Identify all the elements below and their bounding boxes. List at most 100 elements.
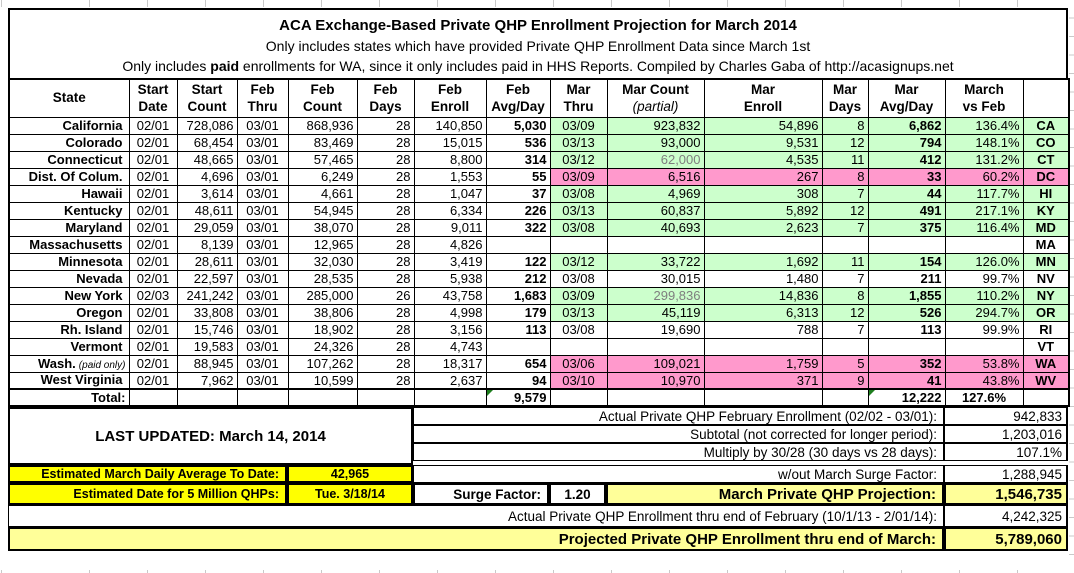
cell-feb-thru: 03/01 xyxy=(236,337,289,356)
cell-mar-vs-feb: 217.1% xyxy=(944,201,1024,220)
cell-mar-avg: 44 xyxy=(867,184,946,203)
cell-mar-days: 8 xyxy=(821,167,869,186)
cell-mar-thru: 03/13 xyxy=(549,133,608,152)
cell-feb-enroll: 9,011 xyxy=(413,218,487,237)
total-mar-vs-feb: 127.6% xyxy=(944,388,1024,407)
cell-mar-enroll: 371 xyxy=(703,371,823,390)
cell-mar-days xyxy=(821,337,869,356)
cell-feb-thru: 03/01 xyxy=(236,320,289,339)
cell-mar-thru: 03/10 xyxy=(549,371,608,390)
cell-feb-count: 107,262 xyxy=(287,354,358,373)
cell-mar-thru: 03/08 xyxy=(549,269,608,288)
col-header-start-date: Start Date xyxy=(128,78,178,118)
cell-mar-thru: 03/12 xyxy=(549,252,608,271)
state-row: Massachusetts 02/01 8,139 03/01 12,965 2… xyxy=(8,235,1070,254)
table-header-row: State Start Date Start Count Feb Thru Feb Co… xyxy=(8,78,1070,118)
cell-mar-days: 8 xyxy=(821,286,869,305)
cell-start-date: 02/01 xyxy=(128,337,178,356)
cell-feb-thru: 03/01 xyxy=(236,133,289,152)
cell-start-count: 728,086 xyxy=(176,116,238,135)
cell-mar-avg: 211 xyxy=(867,269,946,288)
cell-mar-avg: 412 xyxy=(867,150,946,169)
cell-feb-enroll: 18,317 xyxy=(413,354,487,373)
subtotal-row: Subtotal (not corrected for longer perio… xyxy=(413,425,1068,443)
cell-mar-count: 45,119 xyxy=(606,303,705,322)
cell-start-date: 02/01 xyxy=(128,320,178,339)
cell-feb-days: 28 xyxy=(356,184,415,203)
cell-mar-avg: 1,855 xyxy=(867,286,946,305)
cell-feb-days: 28 xyxy=(356,167,415,186)
cell-feb-thru: 03/01 xyxy=(236,269,289,288)
cell-mar-thru: 03/06 xyxy=(549,354,608,373)
cell-feb-count: 38,806 xyxy=(287,303,358,322)
march-projection-value: 1,546,735 xyxy=(944,483,1068,505)
surge-factor-value: 1.20 xyxy=(549,483,606,505)
cell-state-abbr: HI xyxy=(1022,184,1070,203)
page-title: ACA Exchange-Based Private QHP Enrollmen… xyxy=(279,17,797,34)
cell-feb-avg: 37 xyxy=(485,184,551,203)
five-million-value: Tue. 3/18/14 xyxy=(287,483,413,505)
cell-mar-enroll: 788 xyxy=(703,320,823,339)
cell-feb-count: 12,965 xyxy=(287,235,358,254)
cell-feb-days: 28 xyxy=(356,252,415,271)
cell-feb-thru: 03/01 xyxy=(236,235,289,254)
feb-actual-label: Actual Private QHP February Enrollment (… xyxy=(413,407,944,425)
cell-feb-enroll: 1,553 xyxy=(413,167,487,186)
cell-mar-count: 19,690 xyxy=(606,320,705,339)
cell-mar-enroll: 308 xyxy=(703,184,823,203)
worksheet: ACA Exchange-Based Private QHP Enrollmen… xyxy=(8,8,1070,551)
cell-state: Connecticut xyxy=(8,150,130,169)
cell-mar-days: 11 xyxy=(821,150,869,169)
cell-state-abbr: CT xyxy=(1022,150,1070,169)
title-box: ACA Exchange-Based Private QHP Enrollmen… xyxy=(8,8,1068,78)
cell-start-date: 02/01 xyxy=(128,201,178,220)
cell-start-count: 241,242 xyxy=(176,286,238,305)
projected-thru-march-value: 5,789,060 xyxy=(944,527,1068,551)
cell-feb-avg: 322 xyxy=(485,218,551,237)
cell-mar-avg: 375 xyxy=(867,218,946,237)
cell-state-abbr: CA xyxy=(1022,116,1070,135)
state-row: Dist. Of Colum. 02/01 4,696 03/01 6,249 … xyxy=(8,167,1070,186)
cell-mar-vs-feb: 131.2% xyxy=(944,150,1024,169)
state-row: Oregon 02/01 33,808 03/01 38,806 28 4,99… xyxy=(8,303,1070,322)
cell-start-count: 29,059 xyxy=(176,218,238,237)
cell-state: Dist. Of Colum. xyxy=(8,167,130,186)
col-header-abbr xyxy=(1022,78,1070,118)
cell-mar-enroll: 6,313 xyxy=(703,303,823,322)
cell-state-abbr: WV xyxy=(1022,371,1070,390)
cell-mar-thru: 03/09 xyxy=(549,116,608,135)
cell-start-count: 33,808 xyxy=(176,303,238,322)
cell-mar-count: 30,015 xyxy=(606,269,705,288)
state-row: West Virginia 02/01 7,962 03/01 10,599 2… xyxy=(8,371,1070,390)
cell-mar-avg xyxy=(867,337,946,356)
cell-mar-avg: 41 xyxy=(867,371,946,390)
cell-feb-avg xyxy=(485,235,551,254)
cell-mar-days: 5 xyxy=(821,354,869,373)
subtotal-value: 1,203,016 xyxy=(944,425,1068,443)
cell-mar-avg: 33 xyxy=(867,167,946,186)
cell-feb-enroll: 4,826 xyxy=(413,235,487,254)
multiply-label: Multiply by 30/28 (30 days vs 28 days): xyxy=(413,443,944,461)
cell-mar-avg: 526 xyxy=(867,303,946,322)
cell-mar-count: 6,516 xyxy=(606,167,705,186)
state-row: Maryland 02/01 29,059 03/01 38,070 28 9,… xyxy=(8,218,1070,237)
cell-feb-enroll: 1,047 xyxy=(413,184,487,203)
cell-state: California xyxy=(8,116,130,135)
cell-feb-enroll: 43,758 xyxy=(413,286,487,305)
cell-state-abbr: VT xyxy=(1022,337,1070,356)
cell-state-abbr: MN xyxy=(1022,252,1070,271)
cell-start-date: 02/01 xyxy=(128,184,178,203)
cell-mar-enroll: 1,759 xyxy=(703,354,823,373)
cell-feb-avg: 113 xyxy=(485,320,551,339)
subtitle-1: Only includes states which have provided… xyxy=(265,38,811,54)
total-mar-avg: 12,222 xyxy=(867,388,946,407)
multiply-value: 107.1% xyxy=(944,443,1068,461)
cell-state: Wash. (paid only) xyxy=(8,354,130,373)
cell-mar-count: 109,021 xyxy=(606,354,705,373)
state-row: Minnesota 02/01 28,611 03/01 32,030 28 3… xyxy=(8,252,1070,271)
state-table-body: California 02/01 728,086 03/01 868,936 2… xyxy=(8,116,1070,390)
cell-mar-days: 7 xyxy=(821,218,869,237)
cell-mar-days: 7 xyxy=(821,320,869,339)
cell-mar-vs-feb: 60.2% xyxy=(944,167,1024,186)
cell-mar-enroll: 267 xyxy=(703,167,823,186)
